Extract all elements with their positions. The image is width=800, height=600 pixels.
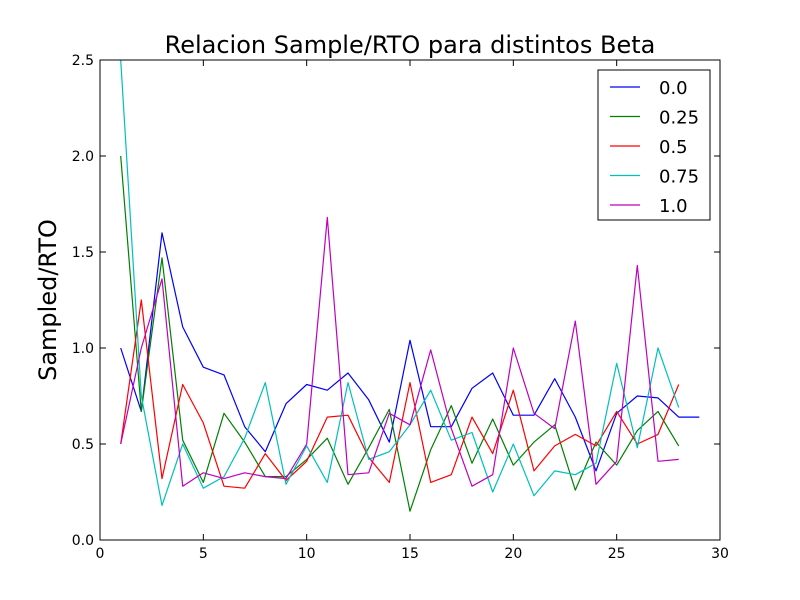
y-tick-label: 2.0 xyxy=(72,149,94,165)
legend-label: 0.0 xyxy=(659,78,688,99)
y-tick-label: 1.0 xyxy=(72,341,94,357)
legend: 0.0 0.25 0.5 0.75 1.0 xyxy=(597,69,711,221)
y-tick-label: 2.5 xyxy=(72,53,94,69)
x-tick-label: 15 xyxy=(401,546,419,562)
x-tick-label: 0 xyxy=(96,546,105,562)
series-line-2 xyxy=(120,299,680,489)
series-layer xyxy=(120,60,700,512)
x-tick-label: 25 xyxy=(608,546,626,562)
series-line-0 xyxy=(120,232,700,472)
y-tick-label: 0.5 xyxy=(72,437,94,453)
series-line-1 xyxy=(120,155,680,512)
legend-label: 1.0 xyxy=(659,196,688,217)
series-line-4 xyxy=(120,216,679,487)
chart-title: Relacion Sample/RTO para distintos Beta xyxy=(165,31,656,59)
ticks-layer: 0 5 10 15 20 25 30 0.0 0.5 1.0 1.5 2.0 2.5 xyxy=(72,53,729,562)
series-line-3 xyxy=(120,60,680,506)
legend-label: 0.75 xyxy=(659,167,699,188)
x-tick-label: 10 xyxy=(298,546,316,562)
x-tick-label: 20 xyxy=(504,546,522,562)
legend-label: 0.25 xyxy=(659,108,699,129)
x-tick-label: 5 xyxy=(199,546,208,562)
x-tick-label: 30 xyxy=(711,546,729,562)
legend-box xyxy=(597,69,711,221)
y-tick-label: 1.5 xyxy=(72,245,94,261)
y-axis-title: Sampled/RTO xyxy=(34,219,62,381)
y-tick-label: 0.0 xyxy=(72,533,94,549)
legend-label: 0.5 xyxy=(659,137,688,158)
plot-frame xyxy=(99,59,721,541)
